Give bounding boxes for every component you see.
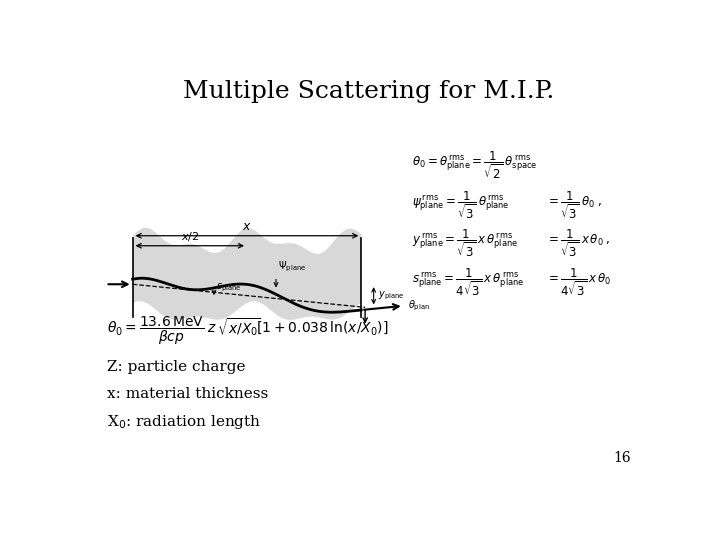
Text: x: material thickness: x: material thickness bbox=[107, 387, 269, 401]
Polygon shape bbox=[132, 228, 361, 320]
Text: $y^{\,\mathrm{rms}}_{\mathrm{plane}} = \dfrac{1}{\sqrt{3}}\,x\,\theta^{\,\mathrm: $y^{\,\mathrm{rms}}_{\mathrm{plane}} = \… bbox=[412, 228, 518, 259]
Text: Z: particle charge: Z: particle charge bbox=[107, 360, 246, 374]
Text: $x/2$: $x/2$ bbox=[181, 231, 199, 244]
Text: $\theta_0 = \dfrac{13.6\,\mathrm{MeV}}{\beta c p}\; z\, \sqrt{x/X_0}\!\left[1 + : $\theta_0 = \dfrac{13.6\,\mathrm{MeV}}{\… bbox=[107, 314, 389, 347]
Text: $\psi^{\,\mathrm{rms}}_{\mathrm{plane}} = \dfrac{1}{\sqrt{3}}\,\theta^{\,\mathrm: $\psi^{\,\mathrm{rms}}_{\mathrm{plane}} … bbox=[412, 189, 509, 221]
Text: $\theta_{\mathrm{plan}}$: $\theta_{\mathrm{plan}}$ bbox=[408, 299, 430, 313]
Text: $= \dfrac{1}{4\sqrt{3}}\,x\,\theta_0$: $= \dfrac{1}{4\sqrt{3}}\,x\,\theta_0$ bbox=[546, 266, 611, 298]
Text: X$_0$: radiation length: X$_0$: radiation length bbox=[107, 413, 261, 431]
Text: $y_{\mathrm{plane}}$: $y_{\mathrm{plane}}$ bbox=[378, 289, 405, 302]
Text: $= \dfrac{1}{\sqrt{3}}\,\theta_0\;,$: $= \dfrac{1}{\sqrt{3}}\,\theta_0\;,$ bbox=[546, 189, 601, 221]
Text: $s^{\,\mathrm{rms}}_{\mathrm{plane}} = \dfrac{1}{4\sqrt{3}}\,x\,\theta^{\,\mathr: $s^{\,\mathrm{rms}}_{\mathrm{plane}} = \… bbox=[412, 266, 524, 298]
Text: $x$: $x$ bbox=[242, 220, 252, 233]
Text: $= \dfrac{1}{\sqrt{3}}\,x\,\theta_0\;,$: $= \dfrac{1}{\sqrt{3}}\,x\,\theta_0\;,$ bbox=[546, 228, 611, 259]
Text: $s_{\mathrm{plane}}$: $s_{\mathrm{plane}}$ bbox=[215, 281, 241, 294]
Text: $\theta_0 = \theta^{\,\mathrm{rms}}_{\mathrm{plane}} = \dfrac{1}{\sqrt{2}}\,\the: $\theta_0 = \theta^{\,\mathrm{rms}}_{\ma… bbox=[412, 149, 537, 180]
Text: $\Psi_{\mathrm{plane}}$: $\Psi_{\mathrm{plane}}$ bbox=[279, 260, 307, 274]
Text: 16: 16 bbox=[613, 451, 631, 465]
Text: Multiple Scattering for M.I.P.: Multiple Scattering for M.I.P. bbox=[184, 80, 554, 103]
